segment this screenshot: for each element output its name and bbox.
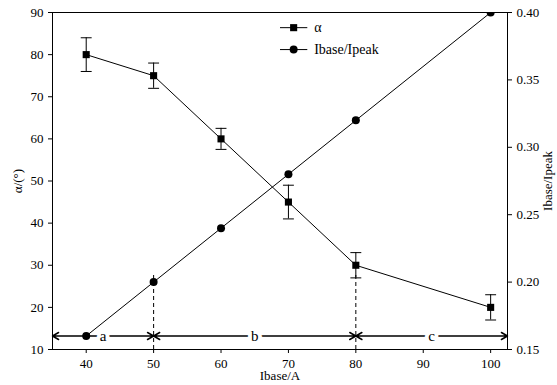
svg-text:40: 40 <box>31 215 44 230</box>
svg-text:80: 80 <box>349 356 362 371</box>
svg-text:Ibase/Ipeak: Ibase/Ipeak <box>314 42 379 57</box>
svg-text:20: 20 <box>31 300 44 315</box>
svg-text:0.25: 0.25 <box>517 207 540 222</box>
svg-text:α/(°): α/(°) <box>10 169 25 193</box>
svg-text:c: c <box>428 328 435 344</box>
svg-text:70: 70 <box>31 89 44 104</box>
svg-text:90: 90 <box>31 5 44 20</box>
svg-text:0.15: 0.15 <box>517 342 540 357</box>
svg-text:70: 70 <box>281 355 295 371</box>
svg-text:40: 40 <box>80 356 93 371</box>
svg-text:50: 50 <box>147 356 160 371</box>
svg-text:a: a <box>100 328 107 344</box>
svg-text:0.20: 0.20 <box>517 274 540 289</box>
svg-text:60: 60 <box>215 356 228 371</box>
svg-text:Ibase/A: Ibase/A <box>260 368 301 383</box>
svg-text:b: b <box>251 328 259 344</box>
svg-text:100: 100 <box>481 356 501 371</box>
svg-text:0.35: 0.35 <box>517 72 540 87</box>
svg-text:Ibase/Ipeak: Ibase/Ipeak <box>540 151 555 211</box>
svg-text:60: 60 <box>31 131 44 146</box>
svg-text:90: 90 <box>417 356 430 371</box>
svg-text:10: 10 <box>31 342 44 357</box>
svg-text:50: 50 <box>31 173 44 188</box>
svg-text:α: α <box>314 20 322 35</box>
svg-text:0.40: 0.40 <box>517 5 540 20</box>
svg-text:80: 80 <box>31 47 44 62</box>
svg-text:30: 30 <box>31 257 44 272</box>
svg-text:0.30: 0.30 <box>517 139 540 154</box>
